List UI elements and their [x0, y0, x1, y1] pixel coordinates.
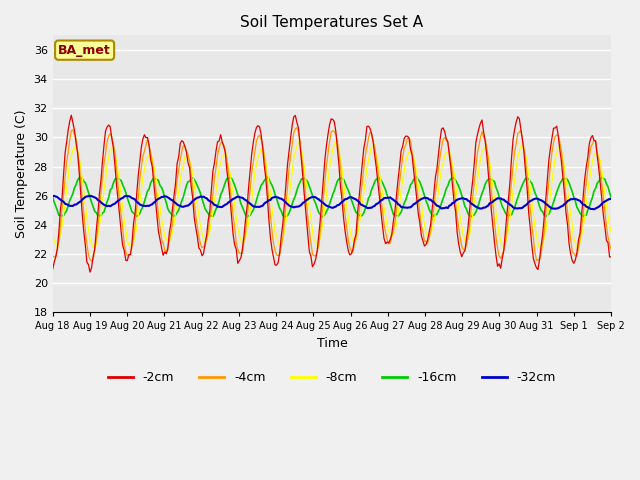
X-axis label: Time: Time: [317, 337, 348, 350]
Y-axis label: Soil Temperature (C): Soil Temperature (C): [15, 109, 28, 238]
Title: Soil Temperatures Set A: Soil Temperatures Set A: [241, 15, 424, 30]
Text: BA_met: BA_met: [58, 44, 111, 57]
Legend: -2cm, -4cm, -8cm, -16cm, -32cm: -2cm, -4cm, -8cm, -16cm, -32cm: [102, 366, 561, 389]
